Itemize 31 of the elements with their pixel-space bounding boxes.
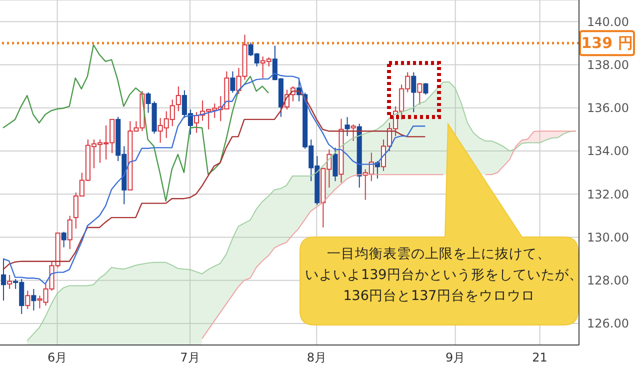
- y-tick-label: 134.00: [587, 144, 629, 158]
- candlestick: [67, 215, 72, 250]
- x-tick-label: 7月: [180, 350, 200, 365]
- candlestick: [1, 258, 6, 302]
- y-tick-label: 130.00: [587, 230, 629, 244]
- y-tick-label: 138.00: [587, 58, 629, 72]
- y-tick-label: 136.00: [587, 101, 629, 116]
- candlestick: [194, 112, 200, 134]
- candlestick: [423, 82, 428, 96]
- y-tick-label: 140.00: [587, 14, 629, 29]
- candlestick: [350, 124, 356, 142]
- y-tick-label: 128.00: [587, 274, 629, 288]
- candlestick: [332, 147, 338, 182]
- candlestick: [417, 82, 422, 106]
- x-tick-label: 9月: [446, 350, 466, 365]
- ref-line-label: 139 円: [581, 34, 633, 52]
- y-tick-label: 126.00: [587, 316, 629, 331]
- candlestick: [25, 290, 30, 310]
- candlestick: [411, 72, 416, 113]
- line-series: [2, 44, 269, 202]
- candlestick: [31, 288, 36, 311]
- candlestick: [344, 116, 350, 137]
- x-tick-label: 6月: [47, 350, 68, 365]
- candlestick: [7, 274, 12, 290]
- y-tick-label: 132.00: [587, 187, 629, 202]
- annotation: 一目均衡表雲の上限を上に抜けて、いよいよ139円台かという形をしていたが、136円台と137円台をウロウロ: [305, 245, 574, 306]
- candlestick: [230, 70, 236, 94]
- x-tick-label: 21: [532, 350, 548, 365]
- x-tick-label: 8月: [306, 350, 326, 365]
- candlestick: [61, 231, 66, 248]
- candlestick: [176, 86, 181, 112]
